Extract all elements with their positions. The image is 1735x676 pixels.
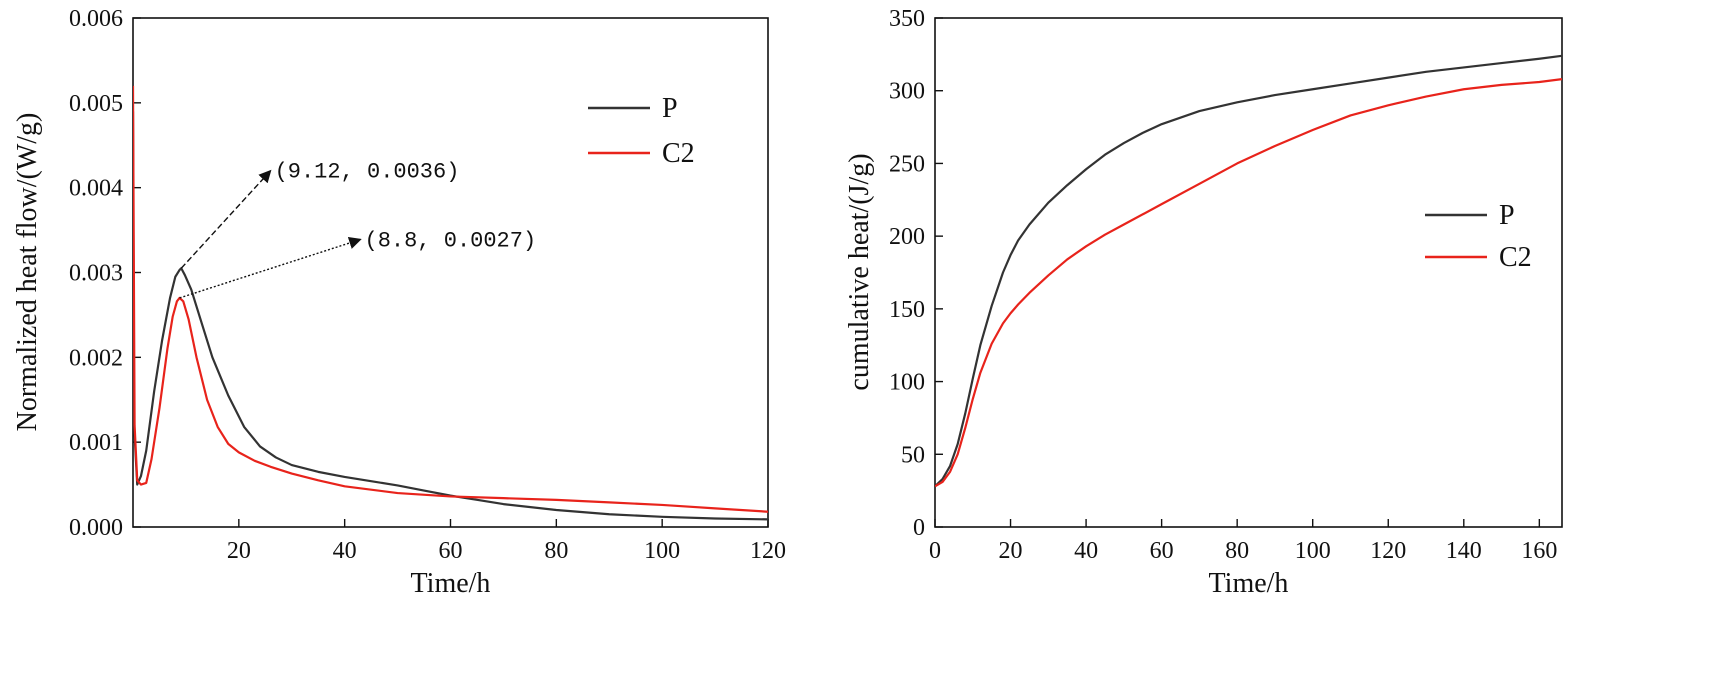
- legend-label-c2: C2: [1499, 242, 1532, 273]
- x-axis-label: Time/h: [1209, 568, 1289, 599]
- plot-frame: [934, 17, 1563, 528]
- legend-label-p: P: [662, 93, 678, 124]
- y-tick-label: 0.000: [69, 515, 123, 541]
- x-tick-label: 120: [1370, 538, 1406, 564]
- annotation-arrow: [179, 236, 362, 299]
- annotation-label: (9.12, 0.0036): [275, 160, 460, 185]
- x-tick-label: 40: [1074, 538, 1098, 564]
- y-tick-label: 0.001: [69, 430, 123, 456]
- x-tick-label: 120: [750, 538, 786, 564]
- y-tick-label: 350: [889, 6, 925, 32]
- y-tick-label: 250: [889, 151, 925, 177]
- annotation-label: (8.8, 0.0027): [365, 228, 537, 253]
- y-tick-label: 0.004: [69, 176, 123, 202]
- y-tick-label: 0: [913, 515, 925, 541]
- y-tick-label: 0.005: [69, 91, 123, 117]
- x-tick-label: 60: [439, 538, 463, 564]
- annotation-arrow: [180, 169, 272, 269]
- x-tick-label: 60: [1150, 538, 1174, 564]
- x-tick-label: 0: [929, 538, 941, 564]
- x-tick-label: 100: [1295, 538, 1331, 564]
- x-tick-label: 80: [1225, 538, 1249, 564]
- series-line-c2: [133, 85, 768, 513]
- series-line-p: [133, 111, 768, 521]
- x-tick-label: 140: [1446, 538, 1482, 564]
- x-tick-label: 20: [227, 538, 251, 564]
- y-tick-label: 0.003: [69, 261, 123, 287]
- x-axis-label: Time/h: [411, 568, 491, 599]
- x-tick-label: 80: [544, 538, 568, 564]
- series-line-c2: [935, 77, 1562, 488]
- y-tick-label: 150: [889, 297, 925, 323]
- x-tick-label: 20: [999, 538, 1023, 564]
- y-tick-label: 100: [889, 370, 925, 396]
- y-tick-label: 0.002: [69, 345, 123, 371]
- series-line-p: [935, 54, 1562, 488]
- legend-label-c2: C2: [662, 138, 695, 169]
- cumulative-heat-chart: 0 20 40 60 80 100 120 140 160 0 50 100 150 200 250 300 3…: [844, 6, 1563, 599]
- legend-label-p: P: [1499, 200, 1515, 231]
- x-tick-label: 100: [644, 538, 680, 564]
- legend: P C2: [1425, 200, 1532, 273]
- x-tick-label: 40: [333, 538, 357, 564]
- y-tick-label: 50: [901, 442, 925, 468]
- x-tick-label: 160: [1521, 538, 1557, 564]
- heat-flow-chart: 20 40 60 80 100 120 0.000 0.001 0.002 0.003 0.004 0…: [12, 6, 786, 599]
- legend: P C2: [588, 93, 695, 169]
- y-tick-label: 300: [889, 79, 925, 105]
- y-axis-label: cumulative heat/(J/g): [844, 153, 875, 390]
- y-axis-label: Normalized heat flow/(W/g): [12, 113, 43, 432]
- y-tick-label: 200: [889, 224, 925, 250]
- y-tick-label: 0.006: [69, 6, 123, 32]
